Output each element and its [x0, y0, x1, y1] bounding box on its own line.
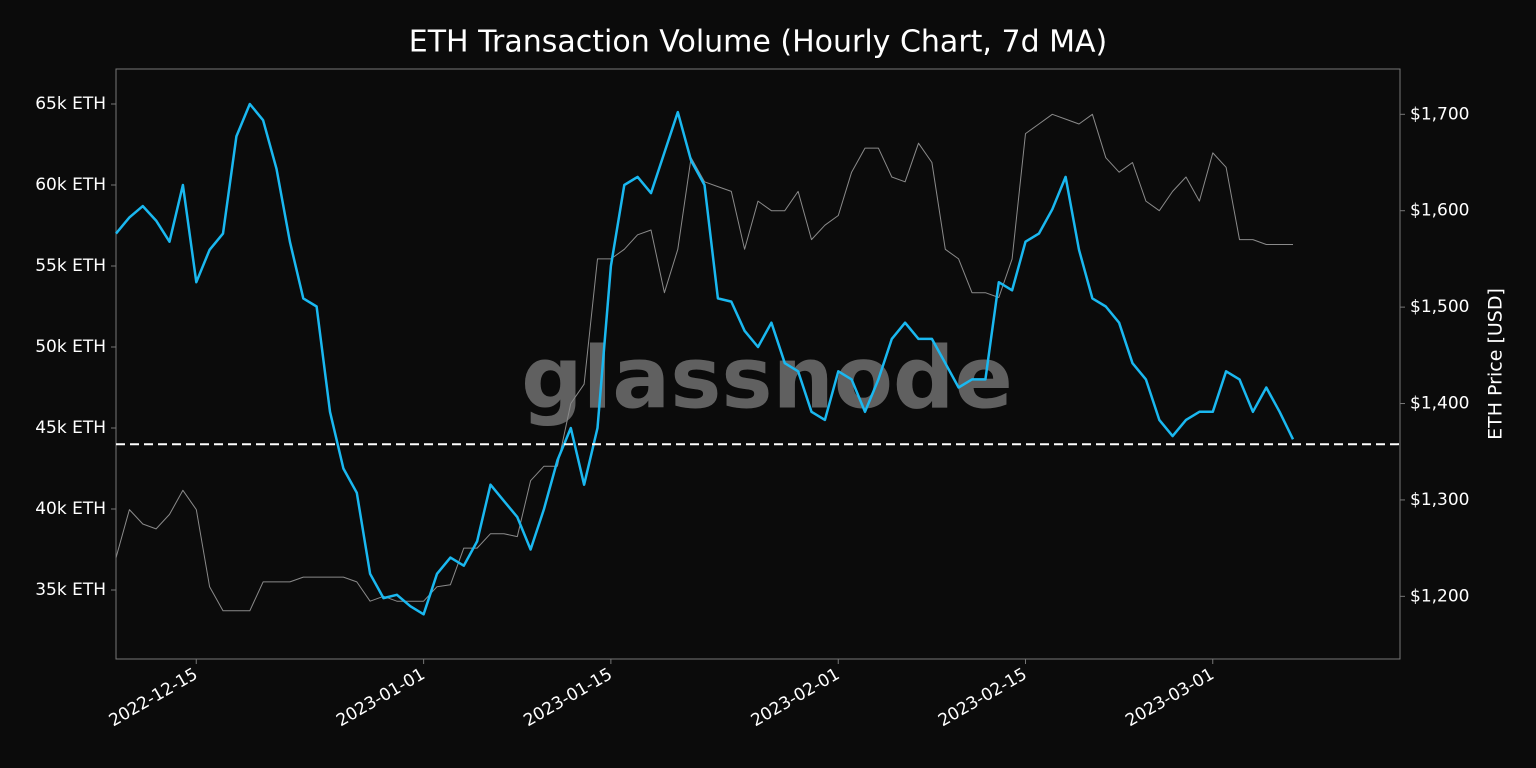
chart-title: ETH Transaction Volume (Hourly Chart, 7d… — [409, 25, 1108, 60]
volume-line — [115, 102, 1295, 616]
y2-tick-label: $1,200 — [1410, 586, 1469, 606]
y-tick-label: 35k ETH — [35, 580, 106, 600]
y-tick-label: 45k ETH — [35, 418, 106, 438]
y2-axis-label: ETH Price [USD] — [1485, 288, 1507, 440]
y-tick-label: 60k ETH — [35, 175, 106, 195]
watermark: glassnode — [521, 328, 1013, 428]
y-tick-label: 55k ETH — [35, 256, 106, 276]
y2-tick-label: $1,600 — [1410, 201, 1469, 221]
y-tick-label: 65k ETH — [35, 94, 106, 114]
y-tick-label: 50k ETH — [35, 337, 106, 357]
y2-tick-label: $1,500 — [1410, 297, 1469, 317]
y2-tick-label: $1,400 — [1410, 394, 1469, 414]
y-tick-label: 40k ETH — [35, 499, 106, 519]
price-line — [115, 113, 1293, 612]
y2-tick-label: $1,300 — [1410, 490, 1469, 510]
y2-tick-label: $1,700 — [1410, 104, 1469, 124]
plot-frame — [115, 68, 1401, 660]
